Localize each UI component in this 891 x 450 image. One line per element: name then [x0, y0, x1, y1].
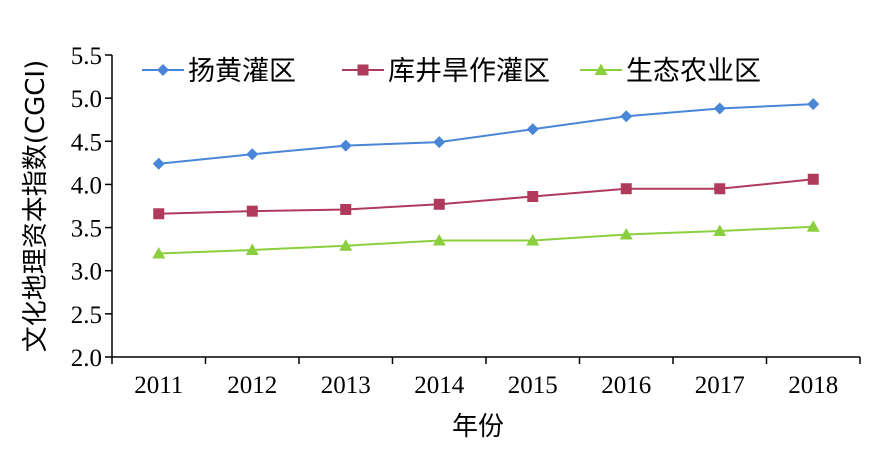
data-point [713, 224, 727, 237]
data-point [246, 205, 258, 217]
data-point [152, 246, 166, 259]
legend-marker [357, 64, 369, 76]
data-point [432, 234, 446, 246]
y-tick-label: 2.0 [71, 345, 102, 372]
legend-label: 扬黄灌区 [188, 56, 296, 87]
y-tick-label: 3.5 [71, 216, 102, 243]
x-axis-title: 年份 [452, 412, 504, 442]
series-3 [152, 220, 820, 259]
x-tick-label: 2013 [321, 372, 371, 399]
data-point [713, 102, 726, 115]
data-point [340, 203, 352, 215]
x-tick-label: 2016 [601, 372, 651, 399]
y-tick-label: 4.5 [71, 129, 102, 156]
data-point [339, 139, 352, 152]
y-ticks: 2.0 2.5 3.0 3.5 4.0 4.5 5.0 5.5 [71, 43, 112, 372]
data-point [246, 148, 259, 161]
legend-item: 生态农业区 [580, 56, 761, 87]
series-group [152, 98, 820, 259]
data-point [526, 123, 539, 136]
series-line [158, 103, 814, 165]
y-tick-label: 2.5 [71, 302, 102, 329]
legend-marker [157, 64, 169, 76]
x-tick-label: 2011 [134, 372, 183, 399]
legend-marker [594, 63, 608, 75]
legend-label: 生态农业区 [626, 56, 761, 87]
legend-label: 库井旱作灌区 [388, 56, 550, 87]
data-point [339, 239, 353, 251]
data-point [806, 220, 820, 232]
y-axis-title: 文化地理资本指数(CGCI) [21, 60, 51, 352]
data-point [433, 136, 446, 149]
x-tick-label: 2012 [227, 372, 277, 399]
y-tick-label: 5.5 [71, 43, 102, 70]
series-line [158, 178, 814, 215]
data-point [153, 208, 165, 220]
x-tick-label: 2015 [508, 372, 558, 399]
data-point [714, 183, 726, 195]
x-ticks: 2011 2012 2013 2014 2015 2016 2017 2018 [111, 357, 861, 399]
legend: 扬黄灌区 库井旱作灌区 生态农业区 [142, 56, 761, 87]
data-point [620, 110, 633, 123]
y-tick-label: 4.0 [71, 172, 102, 199]
x-tick-label: 2017 [695, 372, 745, 399]
data-point [619, 227, 633, 240]
legend-item: 扬黄灌区 [142, 56, 296, 87]
y-tick-label: 3.0 [71, 259, 102, 286]
x-tick-label: 2018 [788, 372, 838, 399]
data-point [245, 243, 259, 256]
data-point [620, 183, 632, 195]
x-tick-label: 2014 [414, 372, 465, 399]
data-point [433, 198, 445, 210]
y-tick-label: 5.0 [71, 86, 102, 113]
axes [111, 55, 860, 358]
data-point [152, 157, 165, 170]
data-point [527, 191, 539, 203]
series-2 [153, 173, 819, 220]
data-point [526, 234, 540, 246]
series-1 [152, 98, 820, 170]
series-line [158, 225, 814, 255]
data-point [807, 98, 820, 111]
legend-item: 库井旱作灌区 [342, 56, 550, 87]
data-point [807, 173, 819, 185]
